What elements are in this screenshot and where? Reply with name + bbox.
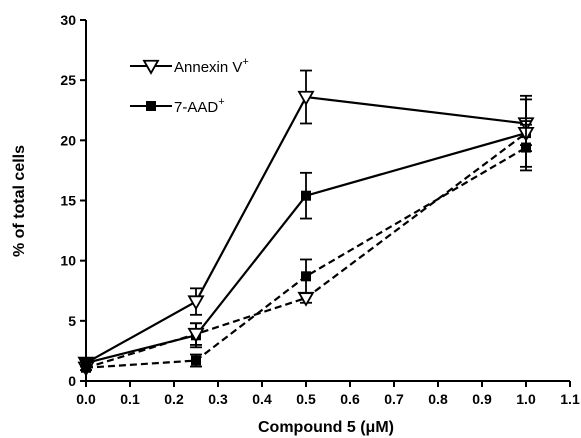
square-marker (301, 271, 311, 282)
x-tick-label: 1.0 (516, 391, 536, 407)
legend-label: Annexin V+ (174, 56, 249, 76)
series-3 (77, 120, 535, 377)
square-marker (146, 101, 156, 111)
x-tick-label: 0.0 (76, 391, 96, 407)
x-tick-label: 0.8 (428, 391, 448, 407)
x-tick-label: 0.1 (120, 391, 140, 407)
x-tick-label: 0.4 (252, 391, 272, 407)
legend-item: Annexin V+ (130, 56, 249, 76)
x-tick-label: 0.2 (164, 391, 184, 407)
series-line (85, 95, 527, 364)
y-tick-label: 5 (68, 313, 76, 329)
y-tick-label: 0 (68, 373, 76, 389)
legend-item: 7-AAD+ (130, 96, 225, 116)
x-tick-label: 0.9 (472, 391, 492, 407)
legend-label: 7-AAD+ (174, 96, 225, 116)
square-marker (81, 362, 91, 373)
y-tick-label: 10 (60, 253, 76, 269)
legend-label-text: 7-AAD (174, 99, 218, 116)
series-layer (77, 69, 535, 377)
x-tick-label: 0.3 (208, 391, 228, 407)
y-tick-label: 25 (60, 72, 76, 88)
square-marker (301, 190, 311, 201)
x-tick-label: 0.5 (296, 391, 316, 407)
series-line (85, 132, 527, 369)
square-marker (521, 142, 531, 153)
series-1 (77, 69, 535, 372)
triangle-marker (187, 327, 205, 343)
square-marker (191, 355, 201, 366)
triangle-marker (142, 59, 160, 75)
axes: 0 5 10 15 20 25 30 0.0 0.1 0.2 0.3 0.4 0.5 0.6 0.7 0.8 0… (60, 12, 580, 407)
y-tick-label: 15 (60, 193, 76, 209)
x-tick-label: 0.6 (340, 391, 360, 407)
triangle-marker (187, 295, 205, 311)
legend-label-superscript: + (242, 56, 248, 68)
legend-label-superscript: + (218, 96, 224, 108)
series-4 (80, 123, 532, 373)
legend: Annexin V+7-AAD+ (130, 56, 249, 116)
x-axis-title: Compound 5 (μM) (258, 419, 394, 436)
x-tick-label: 1.1 (560, 391, 580, 407)
triangle-marker (297, 90, 315, 106)
y-axis-title: % of total cells (11, 145, 28, 257)
y-tick-label: 30 (60, 12, 76, 28)
legend-label-text: Annexin V (174, 59, 242, 76)
series-line (85, 132, 527, 365)
x-tick-label: 0.7 (384, 391, 404, 407)
series-line (85, 146, 527, 369)
y-tick-label: 20 (60, 132, 76, 148)
